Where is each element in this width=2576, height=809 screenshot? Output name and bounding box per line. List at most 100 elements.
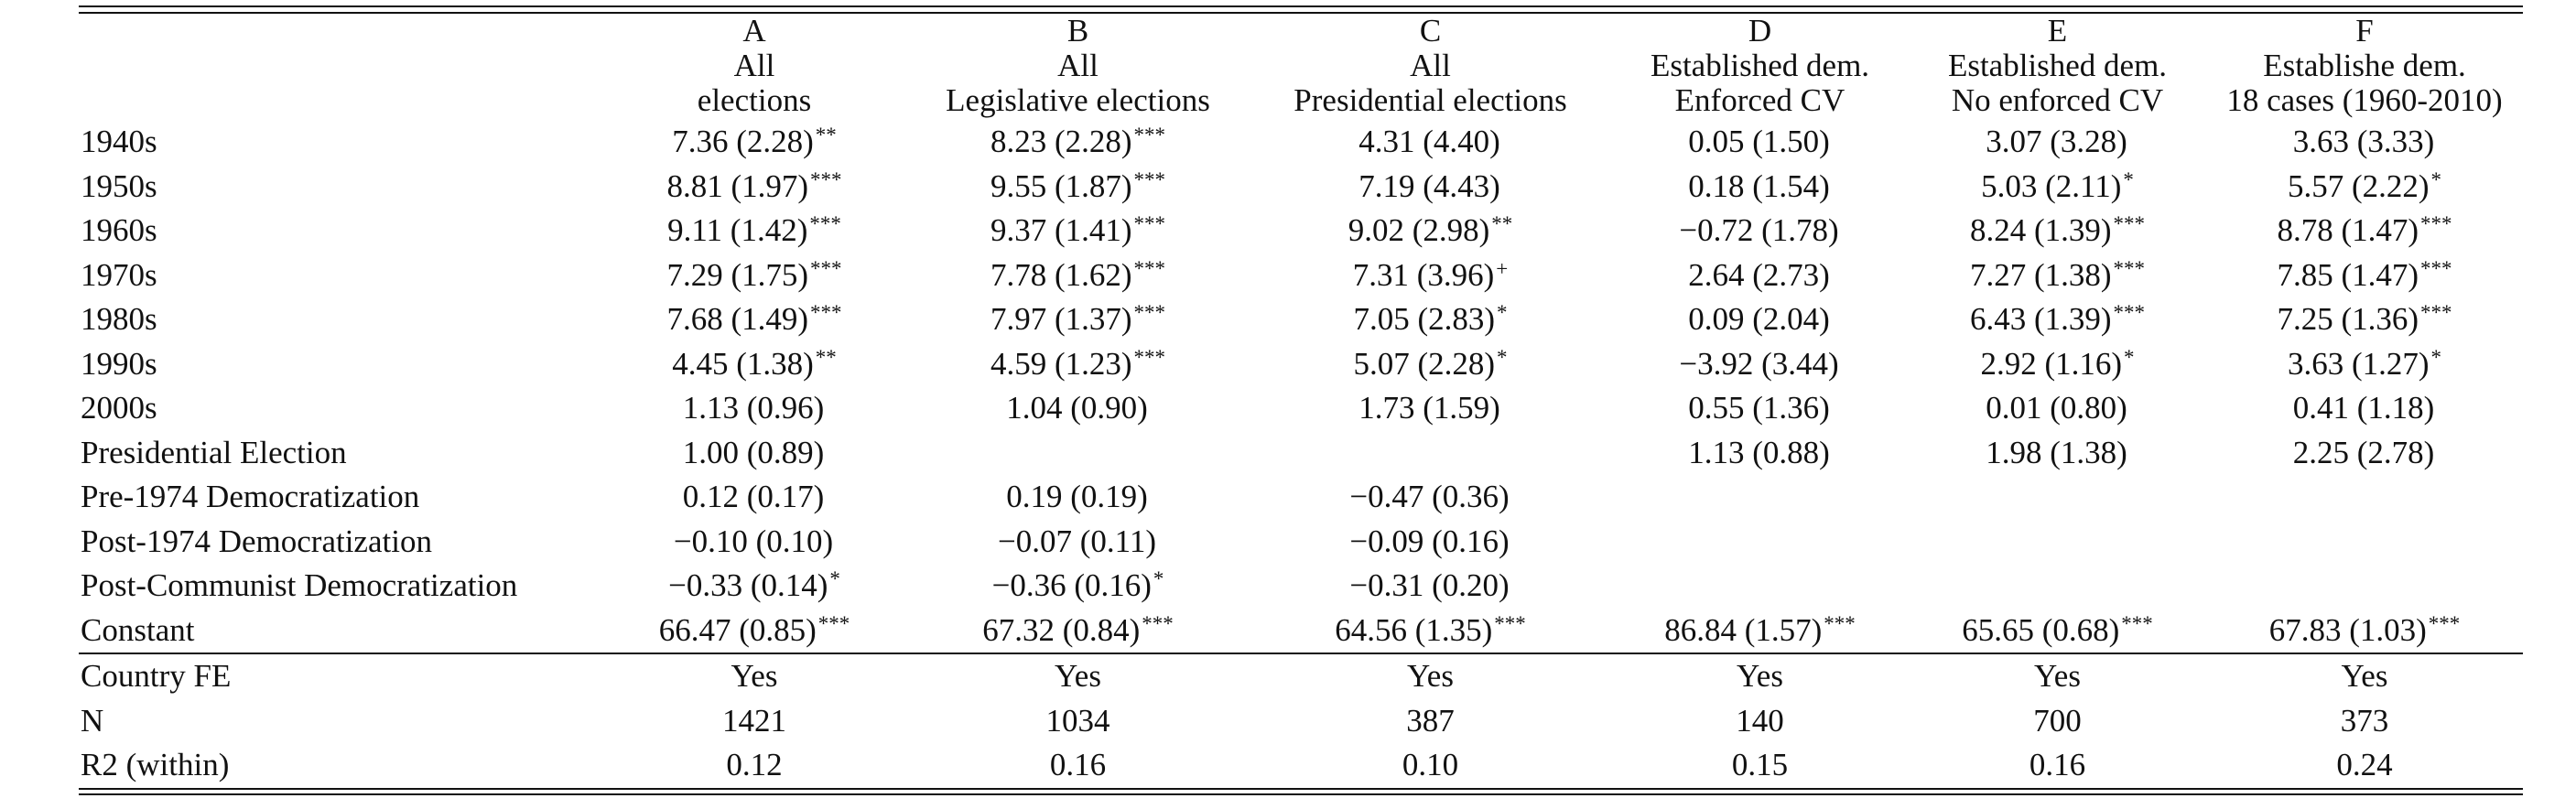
coefficient-value: 8.24 (1.39) bbox=[1969, 212, 2112, 248]
stats-cell: Yes bbox=[1407, 658, 1454, 694]
coefficient-cell: 2.92 (1.16)* bbox=[1909, 342, 2206, 387]
table-footer: Country FE Yes Yes Yes Yes Yes Yes N 1421 1034 387… bbox=[79, 654, 2523, 788]
row-label: 1990s bbox=[81, 345, 157, 382]
coefficient-cell: −0.31 (0.20) bbox=[1250, 564, 1611, 609]
column-line1: All bbox=[733, 48, 775, 83]
coefficient-cell: 1.13 (0.96) bbox=[602, 386, 906, 431]
coefficient-cell: 0.18 (1.54) bbox=[1611, 165, 1909, 210]
table-header: A All elections B All Legislative electi… bbox=[79, 14, 2523, 120]
header-empty-cell bbox=[79, 14, 602, 120]
significance-stars: *** bbox=[1142, 611, 1174, 635]
stats-cell: Yes bbox=[1055, 658, 1101, 694]
coefficient-value: 9.11 (1.42) bbox=[667, 212, 808, 248]
coefficient-value: 67.83 (1.03) bbox=[2268, 611, 2427, 648]
significance-stars: *** bbox=[2428, 611, 2461, 635]
coefficient-value: 1.00 (0.89) bbox=[682, 434, 825, 470]
coefficient-cell: 4.31 (4.40) bbox=[1250, 120, 1611, 165]
row-label: 1950s bbox=[81, 167, 157, 204]
significance-stars: *** bbox=[809, 212, 841, 235]
coefficient-cell bbox=[2206, 475, 2523, 520]
coefficient-value: 0.55 (1.36) bbox=[1688, 390, 1830, 426]
row-label: Constant bbox=[81, 611, 195, 648]
column-letter: B bbox=[1066, 13, 1089, 49]
stats-cell: 0.15 bbox=[1731, 747, 1789, 782]
coefficient-cell bbox=[1250, 431, 1611, 476]
coefficient-cell: −0.07 (0.11) bbox=[906, 520, 1250, 565]
coefficient-value: 1.13 (0.88) bbox=[1688, 434, 1830, 470]
significance-stars: *** bbox=[2420, 212, 2452, 235]
model-stats-table: Country FE Yes Yes Yes Yes Yes Yes N 1421 1034 387… bbox=[79, 654, 2523, 788]
coefficient-cell: 1.04 (0.90) bbox=[906, 386, 1250, 431]
stats-label: Country FE bbox=[81, 658, 232, 694]
coefficient-cell: 9.02 (2.98)** bbox=[1250, 209, 1611, 253]
column-letter: A bbox=[742, 13, 766, 49]
stats-cell: Yes bbox=[731, 658, 778, 694]
row-label: 1940s bbox=[81, 124, 157, 159]
coefficient-value: 7.85 (1.47) bbox=[2277, 256, 2419, 293]
table-row: 2000s 1.13 (0.96) 1.04 (0.90) 1.73 (1.59) 0.… bbox=[79, 386, 2523, 431]
table-row: 1960s 9.11 (1.42)*** 9.37 (1.41)*** 9.02 (2… bbox=[79, 209, 2523, 253]
coefficient-cell bbox=[906, 431, 1250, 476]
coefficient-cell bbox=[1909, 475, 2206, 520]
coefficient-cell: 67.32 (0.84)*** bbox=[906, 609, 1250, 653]
column-header: E Established dem. No enforced CV bbox=[1909, 14, 2206, 120]
row-label: Post-1974 Democratization bbox=[81, 523, 432, 559]
column-line2: Legislative elections bbox=[946, 82, 1210, 118]
coefficient-cell: 65.65 (0.68)*** bbox=[1909, 609, 2206, 653]
column-letter: E bbox=[2047, 13, 2068, 49]
row-label: Post-Communist Democratization bbox=[81, 567, 518, 603]
stats-cell: 0.12 bbox=[726, 747, 783, 782]
stats-cell: 0.24 bbox=[2336, 747, 2393, 782]
coefficient-cell: 8.24 (1.39)*** bbox=[1909, 209, 2206, 253]
coefficient-cell: 3.07 (3.28) bbox=[1909, 120, 2206, 165]
column-line1: All bbox=[1057, 48, 1099, 83]
row-label: 1970s bbox=[81, 256, 157, 293]
row-label: 1980s bbox=[81, 301, 157, 337]
coefficient-value: 67.32 (0.84) bbox=[982, 611, 1141, 648]
coefficient-cell: −0.72 (1.78) bbox=[1611, 209, 1909, 253]
significance-stars: * bbox=[2430, 345, 2442, 369]
bottom-rule-inner bbox=[79, 787, 2523, 790]
top-rule bbox=[79, 5, 2523, 7]
significance-stars: + bbox=[1496, 256, 1509, 280]
coefficient-value: 1.73 (1.59) bbox=[1358, 390, 1500, 426]
significance-stars: * bbox=[829, 567, 840, 590]
coefficient-cell bbox=[2206, 520, 2523, 565]
coefficient-value: 0.01 (0.80) bbox=[1986, 390, 2127, 426]
stats-cell: 387 bbox=[1406, 702, 1455, 739]
coefficient-value: 4.59 (1.23) bbox=[990, 345, 1132, 382]
significance-stars: ** bbox=[815, 345, 837, 369]
significance-stars: *** bbox=[817, 611, 850, 635]
coefficient-value: 5.03 (2.11) bbox=[1981, 167, 2122, 204]
stats-cell: Yes bbox=[2341, 658, 2388, 694]
stats-label: N bbox=[81, 702, 104, 739]
stats-cell: 140 bbox=[1736, 702, 1784, 739]
coefficient-value: 7.78 (1.62) bbox=[990, 256, 1132, 293]
significance-stars: *** bbox=[2113, 256, 2146, 280]
column-line1: Establishe dem. bbox=[2263, 48, 2466, 83]
coefficient-cell: 7.05 (2.83)* bbox=[1250, 297, 1611, 342]
table-row: 1980s 7.68 (1.49)*** 7.97 (1.37)*** 7.05 (2… bbox=[79, 297, 2523, 342]
coefficient-cell: 2.64 (2.73) bbox=[1611, 253, 1909, 298]
coefficient-value: 3.63 (1.27) bbox=[2287, 345, 2430, 382]
significance-stars: ** bbox=[1491, 212, 1513, 235]
coefficient-cell: 9.55 (1.87)*** bbox=[906, 165, 1250, 210]
coefficient-cell: 0.05 (1.50) bbox=[1611, 120, 1909, 165]
coefficient-cell bbox=[2206, 564, 2523, 609]
table-row: Pre-1974 Democratization 0.12 (0.17) 0.19 … bbox=[79, 475, 2523, 520]
stats-cell: 700 bbox=[2033, 702, 2082, 739]
significance-stars: * bbox=[1497, 345, 1508, 369]
coefficient-cell: 0.12 (0.17) bbox=[602, 475, 906, 520]
bottom-rule bbox=[79, 793, 2523, 795]
column-line1: Established dem. bbox=[1947, 48, 2168, 83]
coefficient-cell: 7.78 (1.62)*** bbox=[906, 253, 1250, 298]
significance-stars: *** bbox=[2121, 611, 2153, 635]
coefficient-value: 65.65 (0.68) bbox=[1962, 611, 2120, 648]
coefficient-value: 5.07 (2.28) bbox=[1353, 345, 1496, 382]
coefficient-value: 7.27 (1.38) bbox=[1969, 256, 2112, 293]
stats-cell: 0.16 bbox=[1049, 747, 1107, 782]
coefficient-cell: 0.19 (0.19) bbox=[906, 475, 1250, 520]
coefficient-cell: 0.01 (0.80) bbox=[1909, 386, 2206, 431]
coefficient-value: 7.31 (3.96) bbox=[1352, 256, 1495, 293]
row-label: Presidential Election bbox=[81, 434, 347, 470]
